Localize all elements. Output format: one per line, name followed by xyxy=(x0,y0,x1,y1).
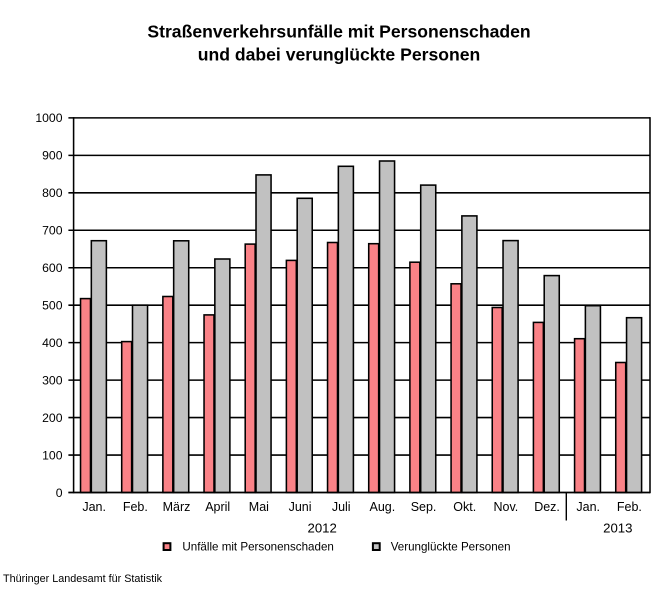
svg-text:Juli: Juli xyxy=(332,500,351,514)
svg-text:Nov.: Nov. xyxy=(494,500,519,514)
svg-text:800: 800 xyxy=(42,186,63,200)
svg-text:Juni: Juni xyxy=(289,500,312,514)
svg-text:900: 900 xyxy=(42,149,63,163)
svg-text:100: 100 xyxy=(42,448,63,462)
svg-text:0: 0 xyxy=(56,486,63,500)
svg-text:Unfälle mit Personenschaden: Unfälle mit Personenschaden xyxy=(182,541,333,554)
svg-text:Aug.: Aug. xyxy=(370,500,396,514)
svg-text:300: 300 xyxy=(42,373,63,387)
svg-text:Dez.: Dez. xyxy=(534,500,560,514)
svg-text:Feb.: Feb. xyxy=(123,500,148,514)
svg-text:Thüringer Landesamt für Statis: Thüringer Landesamt für Statistik xyxy=(3,573,163,585)
svg-text:600: 600 xyxy=(42,261,63,275)
svg-text:März: März xyxy=(163,500,191,514)
svg-text:Sep.: Sep. xyxy=(411,500,437,514)
svg-text:Mai: Mai xyxy=(249,500,269,514)
svg-text:Feb.: Feb. xyxy=(617,500,642,514)
svg-text:und dabei verunglückte Persone: und dabei verunglückte Personen xyxy=(198,45,481,65)
svg-text:700: 700 xyxy=(42,224,63,238)
svg-text:2013: 2013 xyxy=(603,520,632,535)
svg-text:Jan.: Jan. xyxy=(576,500,600,514)
svg-text:April: April xyxy=(205,500,230,514)
svg-text:Okt.: Okt. xyxy=(453,500,476,514)
svg-text:2012: 2012 xyxy=(308,520,337,535)
svg-text:Jan.: Jan. xyxy=(82,500,106,514)
svg-text:1000: 1000 xyxy=(35,111,62,125)
svg-text:Straßenverkehrsunfälle mit Per: Straßenverkehrsunfälle mit Personenschad… xyxy=(147,22,530,42)
svg-text:500: 500 xyxy=(42,299,63,313)
svg-text:400: 400 xyxy=(42,336,63,350)
svg-text:Verunglückte Personen: Verunglückte Personen xyxy=(391,541,511,554)
svg-text:200: 200 xyxy=(42,411,63,425)
